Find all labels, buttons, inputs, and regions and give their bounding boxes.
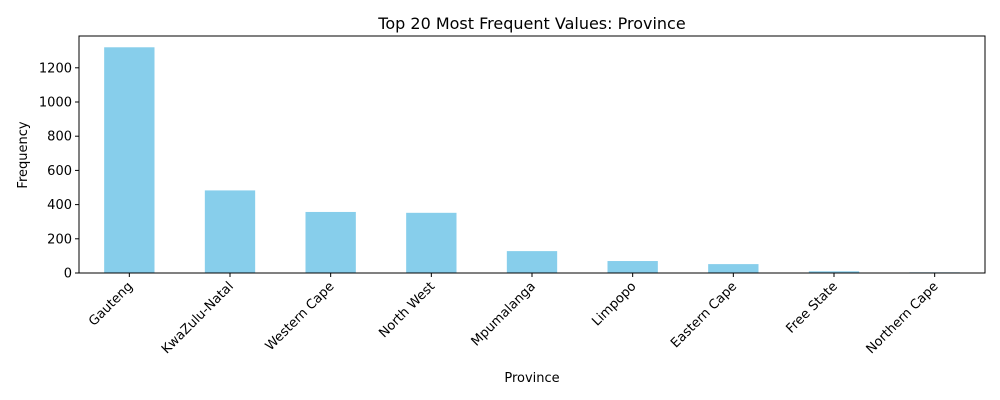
x-axis: Gauteng KwaZulu-Natal Western Cape North We… bbox=[86, 273, 941, 357]
bar-gauteng bbox=[104, 47, 155, 274]
y-tick-label: 1200 bbox=[39, 61, 72, 76]
x-axis-label: Province bbox=[504, 371, 559, 386]
bar-western-cape bbox=[305, 211, 356, 273]
x-tick-label: Eastern Cape bbox=[668, 279, 740, 351]
bar-north-west bbox=[406, 212, 457, 273]
bars-group bbox=[104, 47, 960, 274]
y-tick-label: 600 bbox=[47, 164, 72, 179]
bar-mpumalanga bbox=[506, 251, 558, 273]
bar-eastern-cape bbox=[708, 264, 759, 273]
y-axis-label: Frequency bbox=[16, 121, 31, 188]
y-axis: 0 200 400 600 800 1000 1200 bbox=[39, 61, 79, 282]
x-tick-label: Northern Cape bbox=[864, 279, 942, 357]
y-tick-label: 400 bbox=[47, 198, 72, 213]
chart-title: Top 20 Most Frequent Values: Province bbox=[377, 14, 685, 33]
x-tick-label: Western Cape bbox=[263, 279, 338, 354]
x-tick-label: North West bbox=[376, 279, 438, 341]
x-tick-label: KwaZulu-Natal bbox=[159, 279, 237, 357]
y-tick-label: 200 bbox=[47, 232, 72, 247]
bar-kwazulu-natal bbox=[204, 190, 256, 273]
x-tick-label: Free State bbox=[783, 279, 840, 336]
plot-frame bbox=[78, 35, 986, 274]
bar-limpopo bbox=[607, 261, 658, 273]
y-tick-label: 800 bbox=[47, 130, 72, 145]
y-tick-label: 0 bbox=[64, 267, 72, 282]
x-tick-label: Mpumalanga bbox=[469, 279, 539, 349]
y-tick-label: 1000 bbox=[39, 96, 72, 111]
x-tick-label: Gauteng bbox=[86, 279, 136, 329]
x-tick-label: Limpopo bbox=[589, 279, 639, 329]
bar-free-state bbox=[808, 271, 860, 273]
